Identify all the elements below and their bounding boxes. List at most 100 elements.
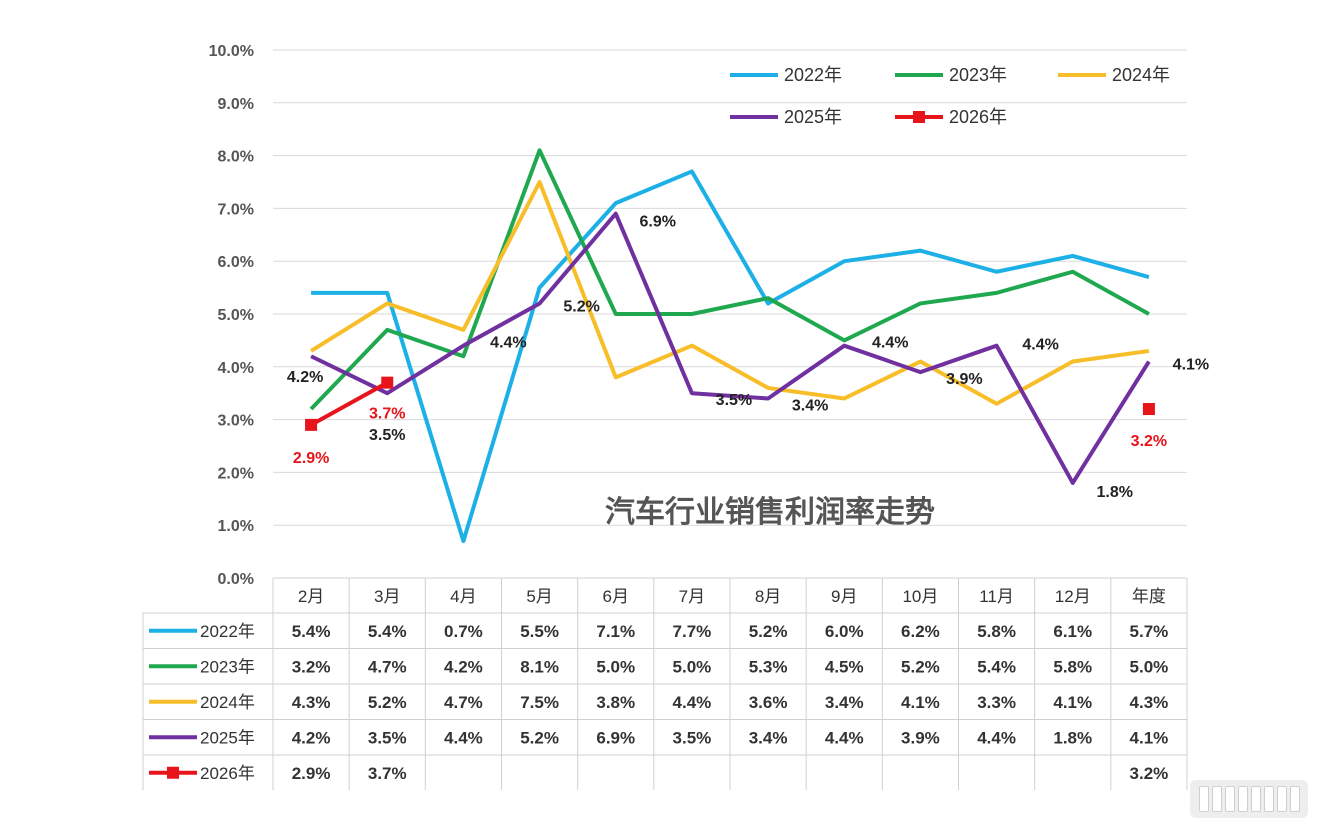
legend-item-2023年: 2023年: [895, 65, 1007, 85]
y-axis-ticks: 0.0% 1.0% 2.0% 3.0% 4.0% 5.0% 6.0% 7.0% 8.0% 9.0%…: [209, 43, 254, 588]
data-label: 2.9%: [293, 450, 329, 467]
y-tick-label: 1.0%: [218, 518, 254, 535]
series-line: [310, 380, 389, 427]
y-tick-label: 9.0%: [218, 96, 254, 113]
legend-label: 2026年: [949, 107, 1007, 127]
table-cell: 5.2%: [520, 728, 559, 747]
table-header-cell: 9月: [831, 587, 857, 606]
table-cell: 3.6%: [749, 693, 788, 712]
legend: 2022年 2023年 2024年 2025年 2026年: [730, 65, 1170, 127]
table-header-cell: 12月: [1055, 587, 1091, 606]
table-cell: 3.9%: [901, 728, 940, 747]
data-labels: 4.2% 3.5% 4.4% 5.2% 6.9% 3.5% 3.4% 4.4% 3.9% 4.4%…: [287, 214, 1209, 501]
data-label: 4.4%: [1022, 337, 1058, 354]
table-cell: 3.2%: [1130, 764, 1169, 783]
table-cell: 3.5%: [368, 728, 407, 747]
table-header-cell: 7月: [679, 587, 705, 606]
table-cell: 4.7%: [368, 657, 407, 676]
table-cell: 3.5%: [673, 728, 712, 747]
table-cell: 8.1%: [520, 657, 559, 676]
table-cell: 4.4%: [673, 693, 712, 712]
data-table: 2月 3月 4月 5月 6月 7月 8月 9月 10月 11月 12月 年度 2022年 5.4% 5.4%…: [142, 577, 1188, 790]
table-header-cell: 3月: [374, 587, 400, 606]
legend-label: 2022年: [784, 65, 842, 85]
table-cell: 7.5%: [520, 693, 559, 712]
y-tick-label: 5.0%: [218, 307, 254, 324]
legend-label: 2024年: [1112, 65, 1170, 85]
data-label: 3.7%: [369, 406, 405, 423]
table-cell: 6.9%: [596, 728, 635, 747]
table-cell: 4.2%: [292, 728, 331, 747]
y-tick-label: 6.0%: [218, 254, 254, 271]
table-row: 2026年 2.9% 3.7% 3.2%: [149, 764, 1168, 783]
table-cell: 6.1%: [1053, 622, 1092, 641]
data-label: 3.5%: [369, 427, 405, 444]
table-cell: 4.7%: [444, 693, 483, 712]
table-row: 2025年 4.2% 3.5% 4.4% 5.2% 6.9% 3.5% 3.4% 4.4% 3.9…: [149, 728, 1168, 747]
table-series-label: 2022年: [200, 622, 255, 641]
table-cell: 4.4%: [444, 728, 483, 747]
data-label: 4.4%: [490, 335, 526, 352]
table-cell: 5.0%: [673, 657, 712, 676]
table-cell: 4.1%: [1053, 693, 1092, 712]
table-header-cell: 8月: [755, 587, 781, 606]
table-cell: 3.8%: [596, 693, 635, 712]
table-cell: 4.5%: [825, 657, 864, 676]
table-cell: 5.2%: [901, 657, 940, 676]
table-row: 2023年 3.2% 4.7% 4.2% 8.1% 5.0% 5.0% 5.3% 4.5% 5.2…: [149, 657, 1168, 676]
data-label: 1.8%: [1097, 484, 1133, 501]
table-cell: 3.4%: [825, 693, 864, 712]
table-cell: 4.1%: [901, 693, 940, 712]
table-cell: 7.1%: [596, 622, 635, 641]
series-line: [310, 180, 1150, 406]
table-cell: 5.0%: [1130, 657, 1169, 676]
table-cell: 0.7%: [444, 622, 483, 641]
table-cell: 4.1%: [1130, 728, 1169, 747]
watermark-badge: [1190, 780, 1308, 818]
table-series-label: 2026年: [200, 764, 255, 783]
table-cell: 5.3%: [749, 657, 788, 676]
table-cell: 3.2%: [292, 657, 331, 676]
table-series-marker: [167, 766, 179, 779]
series-line: [310, 211, 1151, 485]
data-label: 3.5%: [716, 392, 752, 409]
table-cell: 5.4%: [977, 657, 1016, 676]
table-series-label: 2024年: [200, 693, 255, 712]
data-point-marker: [381, 376, 394, 389]
table-cell: 4.3%: [1130, 693, 1169, 712]
table-cell: 3.3%: [977, 693, 1016, 712]
legend-item-2026年: 2026年: [895, 107, 1007, 127]
data-label: 4.4%: [872, 335, 908, 352]
table-cell: 4.2%: [444, 657, 483, 676]
series-2026年: [305, 376, 1155, 431]
table-cell: 5.4%: [292, 622, 331, 641]
series-lines: [305, 148, 1155, 544]
legend-label: 2023年: [949, 65, 1007, 85]
series-line: [311, 169, 1150, 544]
table-cell: 7.7%: [673, 622, 712, 641]
table-header-cell: 6月: [603, 587, 629, 606]
table-cell: 5.8%: [1053, 657, 1092, 676]
data-label: 6.9%: [640, 214, 676, 231]
table-series-label: 2025年: [200, 728, 255, 747]
y-tick-label: 4.0%: [218, 360, 254, 377]
table-header-cell: 10月: [902, 587, 938, 606]
series-2022年: [311, 169, 1150, 544]
table-cell: 3.4%: [749, 728, 788, 747]
y-tick-label: 10.0%: [209, 43, 254, 60]
table-cell: 4.3%: [292, 693, 331, 712]
table-row: 2022年 5.4% 5.4% 0.7% 5.5% 7.1% 7.7% 5.2% 6.0% 6.2…: [149, 622, 1168, 641]
legend-item-2022年: 2022年: [730, 65, 842, 85]
data-label: 3.9%: [946, 371, 982, 388]
table-cell: 5.2%: [749, 622, 788, 641]
table-cell: 1.8%: [1053, 728, 1092, 747]
y-tick-label: 0.0%: [218, 571, 254, 588]
legend-item-2025年: 2025年: [730, 107, 842, 127]
table-cell: 5.7%: [1130, 622, 1169, 641]
data-point-marker: [305, 418, 318, 431]
series-2025年: [310, 211, 1151, 485]
data-label: 4.1%: [1173, 357, 1209, 374]
legend-marker: [913, 111, 925, 123]
data-point-marker: [1142, 403, 1155, 416]
y-tick-label: 7.0%: [218, 201, 254, 218]
